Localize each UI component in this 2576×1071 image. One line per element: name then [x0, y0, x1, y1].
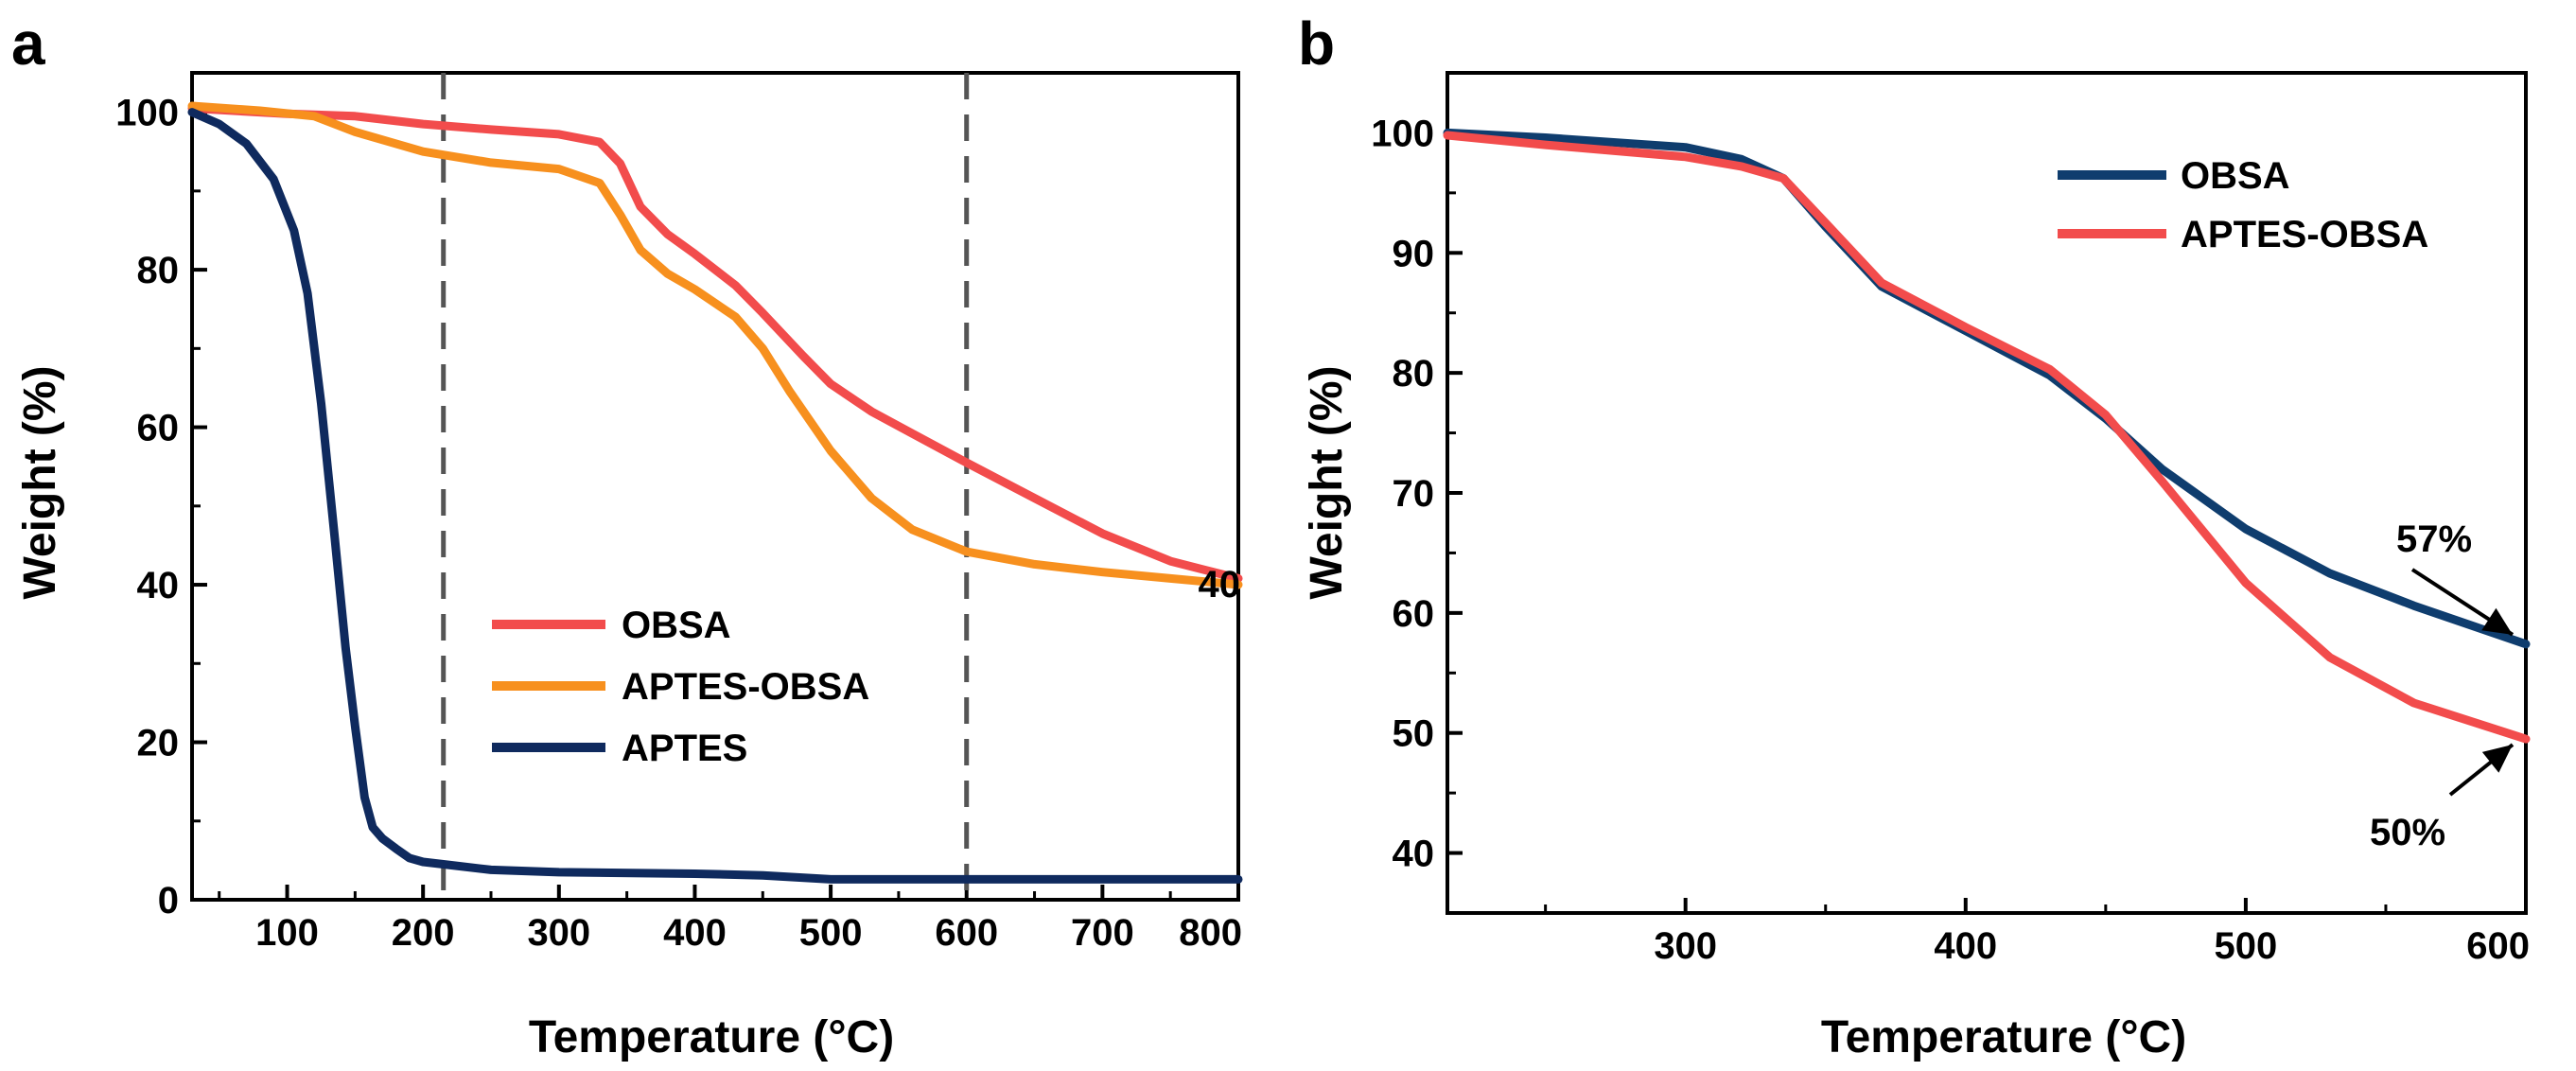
y-tick-label: 20 — [137, 723, 180, 764]
y-tick-label: 40 — [137, 565, 180, 606]
series-line-obsa — [187, 104, 1243, 583]
x-tick-label: 700 — [1071, 912, 1134, 954]
legend-label-aptes-obsa-b: APTES-OBSA — [2181, 214, 2428, 255]
x-tick-label: 300 — [527, 912, 590, 954]
panel-b-y-axis-title: Weight (%) — [1302, 365, 1352, 599]
y-tick-label: 70 — [1393, 473, 1435, 515]
series-line-aptes-obsa — [1443, 131, 2531, 744]
panel-a-plot-frame — [190, 71, 1240, 902]
x-tick-label: 200 — [392, 912, 455, 954]
annotation-arrow-head — [2481, 745, 2513, 773]
annotation-50-label: 50% — [2370, 812, 2445, 853]
y-tick-label: 90 — [1393, 233, 1435, 274]
y-tick-label: 60 — [1393, 593, 1435, 635]
x-tick-label: 100 — [255, 912, 319, 954]
panel-b-plot-frame — [1446, 71, 2528, 915]
y-tick-label: 60 — [137, 408, 180, 449]
panel-b-x-axis-title: Temperature (°C) — [1821, 1012, 2186, 1062]
x-tick-label: 600 — [935, 912, 998, 954]
series-line-obsa — [1443, 128, 2531, 649]
series-line-aptes — [187, 108, 1243, 884]
y-tick-label: 100 — [115, 93, 179, 134]
panel-b-legend: OBSA APTES-OBSA — [2058, 155, 2428, 255]
panel-a-series: 40 — [187, 101, 1243, 884]
panel-b-annotations: 57% 50% — [2370, 518, 2515, 853]
panel-b: b Weight (%) Temperature (°C) 40 50 60 70 80… — [1298, 9, 2531, 1062]
panel-a-dashed-guides — [441, 73, 970, 900]
y-tick-label: 80 — [137, 250, 180, 291]
x-tick-label: 500 — [2215, 925, 2278, 967]
legend-label-obsa-b: OBSA — [2181, 155, 2290, 197]
x-tick-label: 400 — [1934, 925, 1997, 967]
legend-label-obsa: OBSA — [622, 605, 731, 646]
panel-a-x-axis-title: Temperature (°C) — [529, 1012, 894, 1062]
panel-a-y-axis-title: Weight (%) — [15, 365, 65, 599]
y-tick-label: 40 — [1393, 834, 1435, 875]
panel-b-label: b — [1298, 9, 1335, 78]
y-tick-label: 100 — [1371, 113, 1434, 154]
x-tick-label: 400 — [663, 912, 727, 954]
x-tick-label: 800 — [1179, 912, 1242, 954]
series-line-aptes-obsa — [187, 101, 1243, 589]
legend-label-aptes-obsa: APTES-OBSA — [622, 666, 869, 708]
y-tick-label: 50 — [1393, 713, 1435, 755]
x-tick-label: 600 — [2466, 925, 2530, 967]
panel-a-label: a — [11, 9, 45, 78]
annotation-arrow-head — [2481, 607, 2513, 635]
annotation-57-label: 57% — [2396, 518, 2472, 560]
panel-a-legend: OBSA APTES-OBSA APTES — [492, 605, 869, 769]
x-tick-label: 500 — [799, 912, 863, 954]
panel-b-x-ticks: 300 400 500 600 — [1544, 898, 2530, 967]
x-tick-label: 300 — [1654, 925, 1717, 967]
panel-a-y-ticks: 0 20 40 60 80 100 — [115, 93, 207, 922]
panel-a: a Weight (%) Temperature (°C) 0 20 40 60 80 1… — [11, 9, 1243, 1062]
series-end-label: 40 — [1199, 564, 1241, 606]
panel-b-series — [1443, 128, 2531, 744]
legend-label-aptes: APTES — [622, 728, 747, 769]
panel-a-x-ticks: 100 200 300 400 500 600 700 800 — [218, 885, 1242, 954]
panel-b-y-ticks: 40 50 60 70 80 90 100 — [1371, 113, 1463, 875]
y-tick-label: 80 — [1393, 353, 1435, 395]
y-tick-label: 0 — [158, 880, 179, 922]
